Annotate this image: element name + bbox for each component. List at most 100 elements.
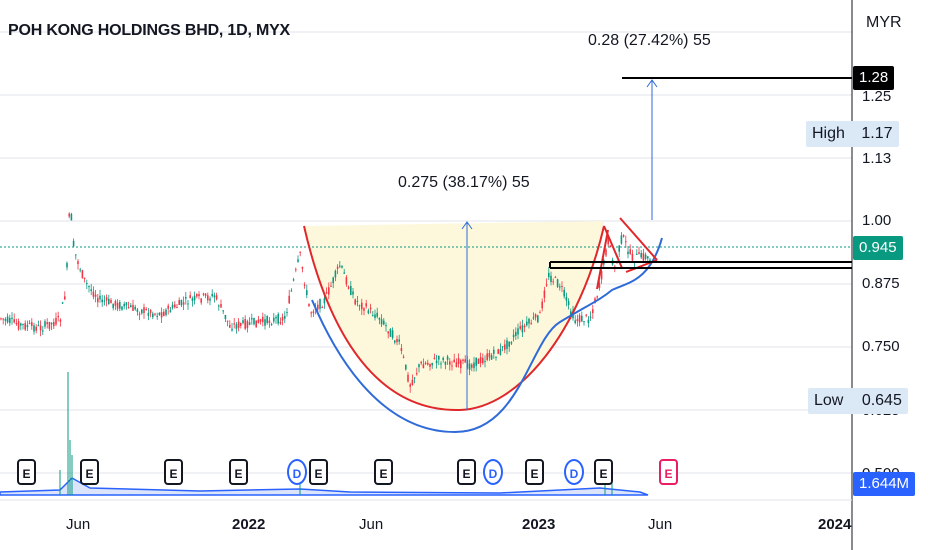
candle-body <box>103 300 106 302</box>
candle-body <box>347 286 350 289</box>
candle-body <box>446 356 449 360</box>
candle-body <box>523 325 526 328</box>
candle-body <box>561 285 563 287</box>
candle-body <box>123 303 125 307</box>
earnings-marker[interactable]: E <box>164 459 183 485</box>
candle-body <box>427 362 429 365</box>
candle-body <box>259 319 262 322</box>
candle-body <box>365 303 367 307</box>
candle-body <box>336 266 339 269</box>
candle-body <box>284 315 286 319</box>
candle-body <box>116 302 119 309</box>
price-tick: 1.00 <box>862 212 892 229</box>
candle-body <box>380 319 383 325</box>
candle-body <box>119 302 121 309</box>
candle-body <box>57 315 59 318</box>
candle-body <box>464 359 466 363</box>
candle-body <box>50 322 53 325</box>
candle-body <box>79 269 81 271</box>
candle-body <box>433 357 436 359</box>
candle-body <box>620 235 623 244</box>
candle-body <box>556 279 559 287</box>
candle-body <box>292 279 295 281</box>
candle-body <box>224 314 227 320</box>
candle-body <box>317 304 319 310</box>
candle-body <box>554 276 557 278</box>
candle-body <box>559 286 561 288</box>
candle-body <box>198 294 200 297</box>
candle-body <box>354 299 356 305</box>
dividend-marker[interactable]: D <box>287 459 307 485</box>
candle-body <box>218 305 220 307</box>
candle-body <box>642 253 645 261</box>
dividend-marker[interactable]: D <box>483 459 503 485</box>
time-tick: Jun <box>66 516 91 533</box>
candle-body <box>391 330 394 338</box>
earnings-marker[interactable]: E <box>17 459 36 485</box>
earnings-marker[interactable]: E <box>309 459 328 485</box>
candle-body <box>363 308 365 311</box>
candle-body <box>585 314 587 316</box>
candle-body <box>264 319 266 326</box>
earnings-marker[interactable]: E <box>374 459 393 485</box>
candle-body <box>578 315 581 323</box>
candle-body <box>134 306 136 310</box>
price-tick: 0.875 <box>862 275 900 292</box>
candle-body <box>167 305 169 309</box>
candle-body <box>26 325 29 328</box>
candle-body <box>504 344 506 350</box>
candle-body <box>587 319 590 324</box>
candle-body <box>550 275 552 282</box>
candle-body <box>444 361 447 365</box>
candle-body <box>539 312 541 314</box>
candle-body <box>343 272 345 274</box>
candle-body <box>92 291 95 297</box>
candle-body <box>101 299 103 303</box>
candle-body <box>240 323 242 326</box>
candle-body <box>438 355 440 360</box>
upcoming-earnings-marker[interactable]: E <box>659 459 678 485</box>
candle-body <box>640 253 642 258</box>
candle-body <box>398 339 400 342</box>
candle-body <box>629 249 631 254</box>
candle-body <box>160 312 163 318</box>
candle-body <box>385 325 387 327</box>
earnings-marker[interactable]: E <box>457 459 476 485</box>
candle-body <box>37 325 40 327</box>
earnings-marker[interactable]: E <box>229 459 248 485</box>
candle-body <box>288 295 290 304</box>
candle-body <box>246 321 249 329</box>
candle-body <box>15 322 18 325</box>
cup-depth-arrow <box>461 221 473 410</box>
candle-body <box>88 286 90 288</box>
earnings-marker[interactable]: E <box>525 459 544 485</box>
candle-body <box>543 290 546 298</box>
candle-body <box>506 340 508 349</box>
candle-body <box>449 361 451 365</box>
target-measure-label: 0.28 (27.42%) 55 <box>588 32 711 49</box>
candle-body <box>125 302 128 306</box>
candle-body <box>499 348 502 355</box>
candle-body <box>9 318 11 324</box>
candle-body <box>418 364 420 368</box>
earnings-marker[interactable]: E <box>80 459 99 485</box>
candle-body <box>112 303 114 309</box>
candle-body <box>207 295 209 301</box>
candle-body <box>321 307 323 309</box>
candle-body <box>583 321 585 323</box>
candle-body <box>537 315 539 323</box>
candle-body <box>233 323 235 325</box>
candle-body <box>204 293 207 296</box>
candle-body <box>598 282 601 289</box>
candle-body <box>378 317 381 320</box>
candle-body <box>350 286 352 295</box>
earnings-marker[interactable]: E <box>594 459 613 485</box>
candle-body <box>268 320 271 324</box>
candle-body <box>235 324 238 329</box>
candle-body <box>200 298 202 303</box>
candle-body <box>405 364 407 370</box>
candle-body <box>570 311 572 315</box>
dividend-marker[interactable]: D <box>564 459 584 485</box>
time-tick: 2023 <box>522 516 556 533</box>
